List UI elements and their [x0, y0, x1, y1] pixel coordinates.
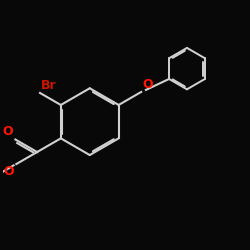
Text: O: O: [4, 166, 14, 178]
Text: O: O: [142, 78, 153, 90]
Text: Br: Br: [41, 78, 57, 92]
Text: O: O: [2, 125, 13, 138]
